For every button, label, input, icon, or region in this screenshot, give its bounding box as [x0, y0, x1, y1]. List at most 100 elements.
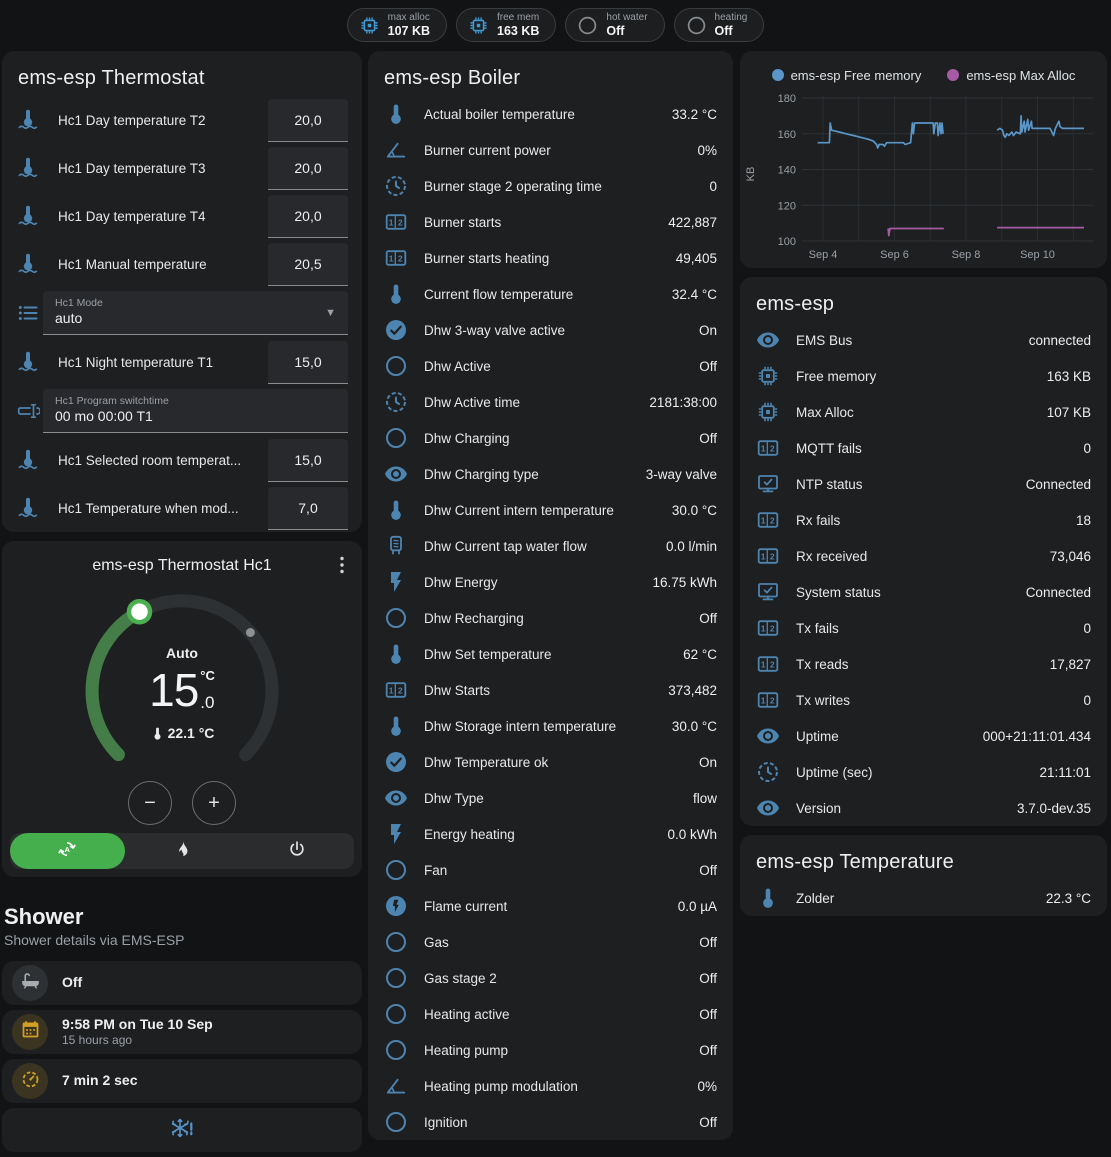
- thermometer-water-icon: [16, 496, 40, 520]
- legend-item[interactable]: ems-esp Free memory: [771, 68, 921, 83]
- entity-row[interactable]: Uptime (sec) 21:11:01: [740, 754, 1107, 790]
- entity-row[interactable]: Gas stage 2 Off: [368, 960, 733, 996]
- entity-value: Connected: [1025, 476, 1091, 492]
- entity-row[interactable]: Dhw Energy 16.75 kWh: [368, 564, 733, 600]
- number-input[interactable]: [268, 438, 348, 482]
- entity-row[interactable]: NTP status Connected: [740, 466, 1107, 502]
- text-input[interactable]: Hc1 Program switchtime 00 mo 00:00 T1: [43, 389, 348, 433]
- water-heater-icon: [384, 534, 408, 558]
- dots-vertical-icon[interactable]: [330, 553, 354, 577]
- thermometer-icon: [384, 102, 408, 126]
- entity-row[interactable]: Burner stage 2 operating time 0: [368, 168, 733, 204]
- status-badge[interactable]: free mem 163 KB: [456, 8, 557, 42]
- entity-row[interactable]: 1 2 Dhw Starts 373,482: [368, 672, 733, 708]
- shower-card[interactable]: [2, 1108, 362, 1152]
- thermometer-icon: [384, 714, 408, 738]
- entity-row[interactable]: Max Alloc 107 KB: [740, 394, 1107, 430]
- number-input[interactable]: [268, 98, 348, 142]
- entity-row[interactable]: 1 2 Rx fails 18: [740, 502, 1107, 538]
- entity-row[interactable]: Flame current 0.0 µA: [368, 888, 733, 924]
- hvac-mode-button[interactable]: [125, 833, 240, 869]
- entity-row[interactable]: Ignition Off: [368, 1104, 733, 1140]
- dial-knob[interactable]: [126, 598, 153, 625]
- entity-row[interactable]: EMS Bus connected: [740, 322, 1107, 358]
- entity-row[interactable]: Dhw Current tap water flow 0.0 l/min: [368, 528, 733, 564]
- entity-row[interactable]: Dhw Type flow: [368, 780, 733, 816]
- entity-row[interactable]: Actual boiler temperature 33.2 °C: [368, 96, 733, 132]
- entity-row[interactable]: Current flow temperature 32.4 °C: [368, 276, 733, 312]
- temperature-increase-button[interactable]: +: [192, 781, 236, 825]
- dial-arc: [85, 594, 279, 762]
- entity-label: Energy heating: [424, 826, 515, 842]
- entity-row[interactable]: Heating pump Off: [368, 1032, 733, 1068]
- entity-label: Hc1 Temperature when mod...: [58, 500, 239, 516]
- entity-row[interactable]: Fan Off: [368, 852, 733, 888]
- entity-row[interactable]: Dhw Charging Off: [368, 420, 733, 456]
- entity-row[interactable]: Dhw Current intern temperature 30.0 °C: [368, 492, 733, 528]
- entity-row[interactable]: 1 2 Burner starts 422,887: [368, 204, 733, 240]
- svg-text:KB: KB: [745, 167, 757, 182]
- badge-value: 107 KB: [387, 23, 431, 38]
- entity-row[interactable]: Dhw Active Off: [368, 348, 733, 384]
- flash-icon: [384, 822, 408, 846]
- memory-history-chart-card[interactable]: ems-esp Free memory ems-esp Max Alloc 100…: [740, 51, 1107, 268]
- svg-text:2: 2: [770, 444, 775, 454]
- entity-row[interactable]: System status Connected: [740, 574, 1107, 610]
- entity-row[interactable]: 1 2 Tx fails 0: [740, 610, 1107, 646]
- entity-row[interactable]: Version 3.7.0-dev.35: [740, 790, 1107, 826]
- entity-row[interactable]: 1 2 Rx received 73,046: [740, 538, 1107, 574]
- entity-value: 0: [1083, 440, 1091, 456]
- status-badge[interactable]: max alloc 107 KB: [346, 8, 448, 42]
- entity-row[interactable]: Heating pump modulation 0%: [368, 1068, 733, 1104]
- entity-row[interactable]: Dhw Set temperature 62 °C: [368, 636, 733, 672]
- hvac-mode-button[interactable]: [239, 833, 354, 869]
- entity-row[interactable]: 1 2 Burner starts heating 49,405: [368, 240, 733, 276]
- entity-value: 49,405: [675, 250, 717, 266]
- svg-text:Sep 10: Sep 10: [1020, 249, 1055, 261]
- entity-row[interactable]: Dhw Storage intern temperature 30.0 °C: [368, 708, 733, 744]
- number-input[interactable]: [268, 194, 348, 238]
- thermostat-dial[interactable]: Auto 15 °C .0 22.1 °C: [62, 585, 302, 797]
- number-input[interactable]: [268, 146, 348, 190]
- temperature-decrease-button[interactable]: −: [128, 781, 172, 825]
- shower-card[interactable]: 9:58 PM on Tue 10 Sep 15 hours ago: [2, 1010, 362, 1054]
- shower-card[interactable]: Off: [2, 961, 362, 1005]
- thermostat-row: Hc1 Selected room temperat...: [2, 436, 362, 484]
- number-input[interactable]: [268, 340, 348, 384]
- number-input[interactable]: [268, 242, 348, 286]
- circle-outline-icon: [384, 1038, 408, 1062]
- entity-row[interactable]: 1 2 Tx writes 0: [740, 682, 1107, 718]
- entity-row[interactable]: Gas Off: [368, 924, 733, 960]
- hvac-mode-button[interactable]: A: [10, 833, 125, 869]
- power-icon: [287, 839, 307, 864]
- entity-row[interactable]: Free memory 163 KB: [740, 358, 1107, 394]
- entity-row[interactable]: Uptime 000+21:11:01.434: [740, 718, 1107, 754]
- mode-select[interactable]: Hc1 Mode auto ▼: [43, 291, 348, 335]
- badge-label: hot water: [606, 11, 648, 23]
- number-input[interactable]: [268, 486, 348, 530]
- entity-row[interactable]: Energy heating 0.0 kWh: [368, 816, 733, 852]
- entity-row[interactable]: Dhw 3-way valve active On: [368, 312, 733, 348]
- entity-row[interactable]: Heating active Off: [368, 996, 733, 1032]
- entity-row[interactable]: 1 2 MQTT fails 0: [740, 430, 1107, 466]
- column-left: ems-esp Thermostat Hc1 Day temperature T…: [2, 51, 362, 1157]
- badge-label: free mem: [497, 11, 540, 23]
- entity-row[interactable]: 1 2 Tx reads 17,827: [740, 646, 1107, 682]
- status-badge[interactable]: heating Off: [673, 8, 765, 42]
- entity-row[interactable]: Zolder 22.3 °C: [740, 880, 1107, 916]
- circle-outline-icon: [384, 1002, 408, 1026]
- dial-buttons: − +: [128, 781, 236, 825]
- entity-row[interactable]: Dhw Active time 2181:38:00: [368, 384, 733, 420]
- angle-icon: [384, 138, 408, 162]
- status-badge[interactable]: hot water Off: [565, 8, 665, 42]
- entity-label: NTP status: [796, 476, 863, 492]
- entity-row[interactable]: Dhw Charging type 3-way valve: [368, 456, 733, 492]
- entity-row[interactable]: Dhw Recharging Off: [368, 600, 733, 636]
- entity-row[interactable]: Dhw Temperature ok On: [368, 744, 733, 780]
- svg-text:2: 2: [398, 254, 403, 264]
- entity-label: EMS Bus: [796, 332, 853, 348]
- entity-row[interactable]: Burner current power 0%: [368, 132, 733, 168]
- shower-card[interactable]: 7 min 2 sec: [2, 1059, 362, 1103]
- legend-item[interactable]: ems-esp Max Alloc: [947, 68, 1075, 83]
